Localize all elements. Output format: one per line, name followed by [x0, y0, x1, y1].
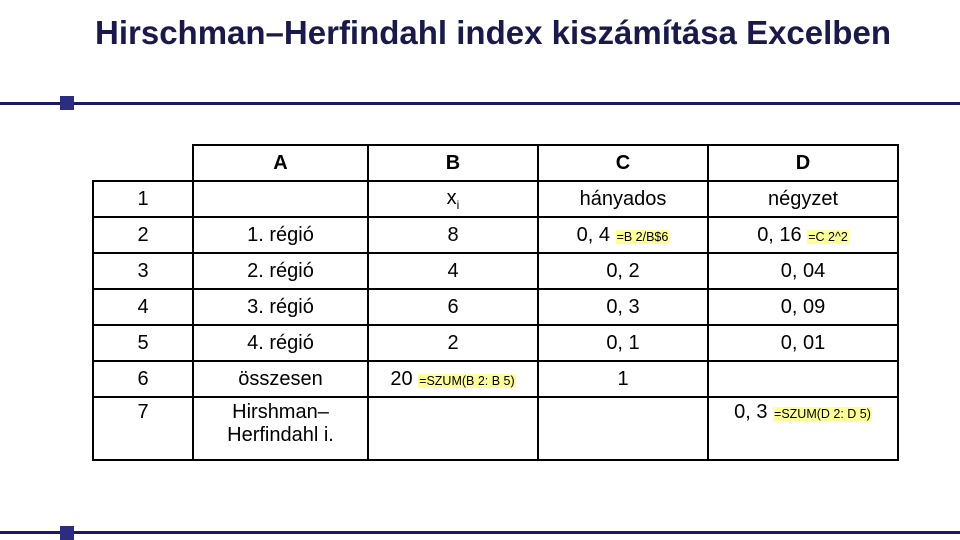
cell-B1: xi: [368, 181, 538, 217]
table-row: 7 Hirshman– Herfindahl i. 0, 3 =SZUM(D 2…: [93, 397, 898, 460]
row-number: 1: [93, 181, 193, 217]
cell-D2: 0, 16 =C 2^2: [708, 217, 898, 253]
table-header-row: A B C D: [93, 145, 898, 181]
cell-D5: 0, 01: [708, 325, 898, 361]
corner-blank: [93, 145, 193, 181]
row-number: 2: [93, 217, 193, 253]
cell-D1: négyzet: [708, 181, 898, 217]
cell-C3: 0, 2: [538, 253, 708, 289]
cell-A5: 4. régió: [193, 325, 368, 361]
table-row: 4 3. régió 6 0, 3 0, 09: [93, 289, 898, 325]
cell-C2: 0, 4 =B 2/B$6: [538, 217, 708, 253]
cell-B4: 6: [368, 289, 538, 325]
col-header-B: B: [368, 145, 538, 181]
footer-square: [60, 526, 74, 540]
table-row: 2 1. régió 8 0, 4 =B 2/B$6 0, 16 =C 2^2: [93, 217, 898, 253]
formula-D2: =C 2^2: [807, 230, 849, 244]
row-number: 7: [93, 397, 193, 460]
cell-A1: [193, 181, 368, 217]
title-underline: [0, 102, 960, 105]
row-number: 5: [93, 325, 193, 361]
cell-B6: 20 =SZUM(B 2: B 5): [368, 361, 538, 397]
formula-D7: =SZUM(D 2: D 5): [773, 407, 872, 421]
cell-A3: 2. régió: [193, 253, 368, 289]
formula-C2: =B 2/B$6: [616, 230, 670, 244]
col-header-A: A: [193, 145, 368, 181]
cell-D3: 0, 04: [708, 253, 898, 289]
row-number: 6: [93, 361, 193, 397]
excel-table: A B C D 1 xi hányados négyzet 2 1. régió…: [92, 144, 899, 461]
table-row: 6 összesen 20 =SZUM(B 2: B 5) 1: [93, 361, 898, 397]
table-row: 5 4. régió 2 0, 1 0, 01: [93, 325, 898, 361]
title-square: [60, 96, 74, 110]
cell-B5: 2: [368, 325, 538, 361]
table-row: 3 2. régió 4 0, 2 0, 04: [93, 253, 898, 289]
slide-title: Hirschman–Herfindahl index kiszámítása E…: [95, 14, 895, 52]
cell-A6: összesen: [193, 361, 368, 397]
row-number: 4: [93, 289, 193, 325]
cell-C6: 1: [538, 361, 708, 397]
cell-A4: 3. régió: [193, 289, 368, 325]
row-number: 3: [93, 253, 193, 289]
footer-rule: [0, 531, 960, 534]
cell-D7: 0, 3 =SZUM(D 2: D 5): [708, 397, 898, 460]
cell-D4: 0, 09: [708, 289, 898, 325]
cell-A7: Hirshman– Herfindahl i.: [193, 397, 368, 460]
formula-B6: =SZUM(B 2: B 5): [418, 374, 516, 388]
cell-C7: [538, 397, 708, 460]
col-header-D: D: [708, 145, 898, 181]
cell-B3: 4: [368, 253, 538, 289]
cell-B2: 8: [368, 217, 538, 253]
cell-C5: 0, 1: [538, 325, 708, 361]
cell-D6: [708, 361, 898, 397]
cell-C1: hányados: [538, 181, 708, 217]
cell-B7: [368, 397, 538, 460]
cell-A2: 1. régió: [193, 217, 368, 253]
table-row: 1 xi hányados négyzet: [93, 181, 898, 217]
col-header-C: C: [538, 145, 708, 181]
cell-C4: 0, 3: [538, 289, 708, 325]
